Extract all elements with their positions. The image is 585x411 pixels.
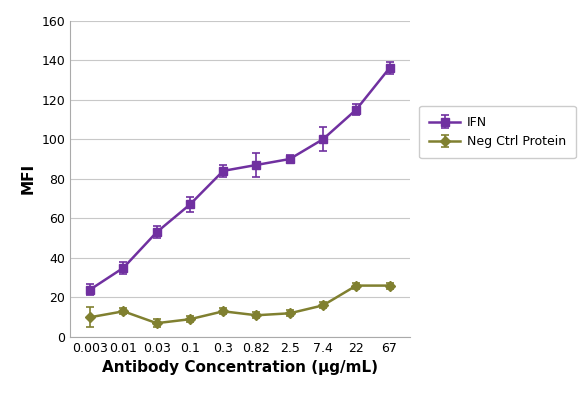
Y-axis label: MFI: MFI [21,163,36,194]
Legend: IFN, Neg Ctrl Protein: IFN, Neg Ctrl Protein [419,106,576,158]
X-axis label: Antibody Concentration (μg/mL): Antibody Concentration (μg/mL) [102,360,378,375]
